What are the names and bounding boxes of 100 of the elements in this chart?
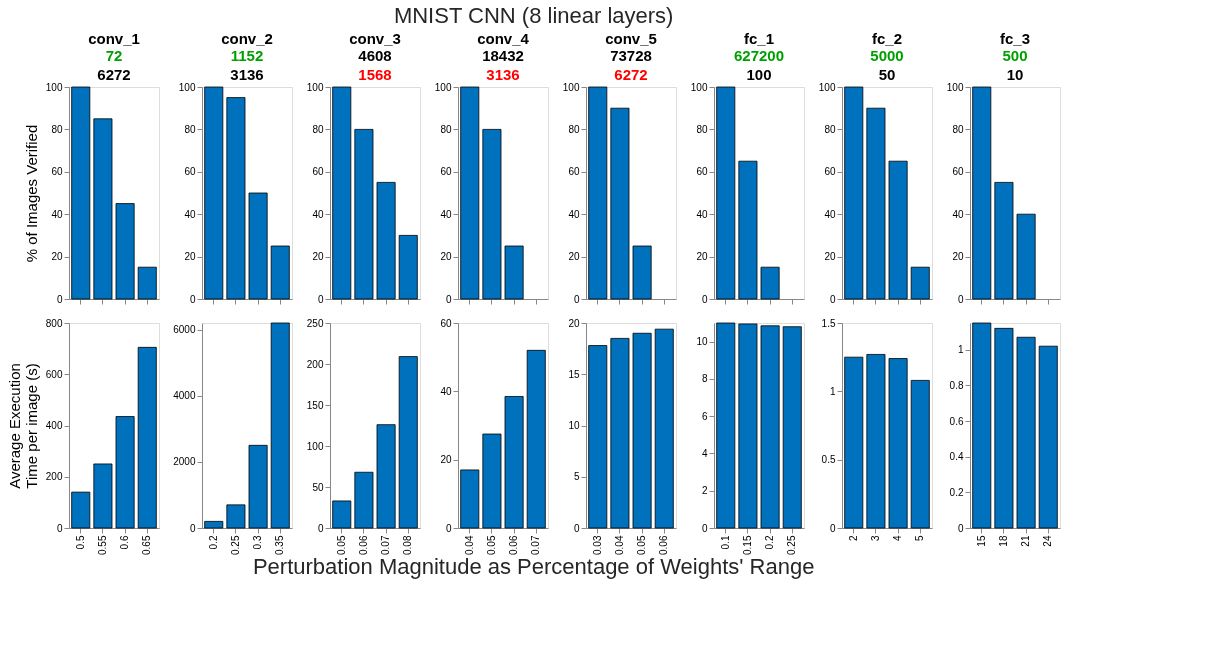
x-tick-label: 5 [914,535,926,542]
bar [204,520,224,529]
bar [482,129,502,300]
bar [115,416,135,529]
text: 627200 [733,47,785,64]
y-tick-label: 0 [701,293,708,305]
y-tick-label: 50 [312,481,324,493]
y-tick-label: 20 [696,251,708,263]
x-tick-label: 0.08 [402,535,414,555]
y-tick-label: 8 [701,373,708,385]
y-tick-label: 80 [824,123,836,135]
y-tick-label: 40 [952,208,964,220]
y-tick-label: 0.8 [949,379,964,391]
y-tick-label: 20 [440,251,452,263]
text: 50 [878,66,896,83]
x-tick-label: 3 [869,535,881,542]
chart-title: conv_3 [349,30,401,47]
text: 1152 [230,47,264,64]
x-tick-label: 0.6 [119,535,131,550]
x-tick-label: 0.1 [719,535,731,550]
y-tick-label: 1 [957,344,964,356]
y-tick-label: 20 [568,317,580,329]
bar [888,160,908,300]
x-tick-label: 0.25 [786,535,798,555]
bar [910,266,930,300]
bar [226,504,246,529]
chart-title: fc_3 [999,30,1031,47]
y-tick-label: 80 [696,123,708,135]
y-tick-label: 0 [445,522,452,534]
x-tick-label: 0.15 [741,535,753,555]
y-tick-label: 4000 [173,390,196,402]
bar [398,356,418,529]
bar [270,245,290,300]
y-tick-label: 0.4 [949,451,964,463]
y-tick-label: 250 [306,317,324,329]
y-tick-label: 4 [701,447,708,459]
x-tick-label: 0.07 [530,535,542,555]
text: 3136 [486,66,520,83]
bar [71,491,91,529]
text: 6272 [97,66,131,83]
bar [482,433,502,529]
y-tick-label: 40 [51,208,63,220]
x-tick-label: 0.07 [380,535,392,555]
x-tick-label: 0.05 [636,535,648,555]
bar [994,182,1014,300]
y-tick-label: 20 [312,251,324,263]
x-tick-label: 0.05 [485,535,497,555]
y-axis-title: % of Images Verified [22,124,40,263]
y-tick-label: 400 [45,420,63,431]
y-tick-label: 200 [306,358,324,370]
text: 100 [746,66,772,83]
y-tick-label: 0 [317,522,324,534]
bar [248,444,268,529]
y-tick-label: 80 [51,123,63,135]
chart-title: conv_5 [605,30,657,47]
y-tick-label: 80 [952,123,964,135]
x-tick-label: 24 [1042,535,1054,547]
text: 10 [1006,66,1024,83]
y-tick-label: 2 [701,485,708,497]
x-tick-label: 0.2 [207,535,219,550]
y-tick-label: 80 [312,123,324,135]
y-axis-title: Average Execution Time per image (s) [5,363,40,489]
text: 73728 [610,47,652,64]
x-tick-label: 18 [997,535,1009,547]
x-tick-label: 0.03 [591,535,603,555]
y-tick-label: 60 [696,166,708,178]
y-tick-label: 80 [568,123,580,135]
y-tick-label: 100 [818,81,836,93]
bar [137,266,157,300]
y-tick-label: 0 [56,522,63,534]
bar [844,356,864,529]
text: 500 [1002,47,1028,64]
y-tick-label: 0 [829,522,836,534]
chart-title: fc_2 [871,30,903,47]
y-tick-label: 20 [184,251,196,263]
bar [504,396,524,529]
y-tick-label: 0 [56,293,63,305]
bar [610,107,630,300]
bar [270,322,290,529]
y-tick-label: 100 [434,81,452,93]
bar [994,327,1014,529]
x-tick-label: 0.04 [463,535,475,555]
y-tick-label: 60 [824,166,836,178]
x-tick-label: 0.5 [74,535,86,550]
y-tick-label: 60 [312,166,324,178]
y-tick-label: 80 [184,123,196,135]
x-tick-label: 0.3 [252,535,264,550]
text: 18432 [482,47,524,64]
y-tick-label: 6000 [173,324,196,336]
chart-title: conv_1 [88,30,140,47]
y-tick-label: 6 [701,410,708,422]
y-tick-label: 40 [568,208,580,220]
text: 3136 [230,66,264,83]
y-tick-label: 80 [440,123,452,135]
y-tick-label: 0 [445,293,452,305]
bar [354,129,374,300]
y-tick-label: 0 [829,293,836,305]
x-tick-label: 2 [847,535,859,542]
text: 1568 [358,66,392,83]
bar [376,424,396,529]
